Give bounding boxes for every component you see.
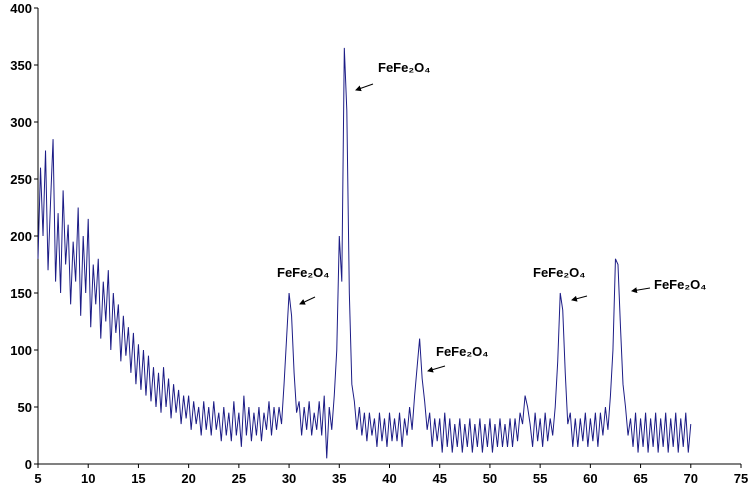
x-tick-label: 20 [181,471,195,486]
y-tick-label: 350 [10,58,32,73]
annotation-arrow [631,287,651,294]
x-tick-label: 75 [734,471,748,486]
annotation: FeFe₂O₄ [277,265,329,280]
annotation: FeFe₂O₄ [378,60,430,75]
y-tick-label: 250 [10,172,32,187]
annotation-arrow [355,83,374,92]
y-tick-label: 100 [10,343,32,358]
x-tick-label: 15 [131,471,145,486]
annotation: FeFe₂O₄ [436,344,488,359]
y-tick-label: 200 [10,229,32,244]
x-tick-label: 40 [382,471,396,486]
x-tick-label: 55 [533,471,547,486]
x-tick-label: 35 [332,471,346,486]
x-tick-label: 10 [81,471,95,486]
annotation-arrow [571,295,588,302]
x-tick-label: 65 [633,471,647,486]
x-tick-label: 5 [34,471,41,486]
x-tick-label: 70 [684,471,698,486]
data-line [37,47,692,459]
x-tick-label: 25 [232,471,246,486]
annotation: FeFe₂O₄ [533,265,585,280]
annotation-arrow [299,296,316,305]
x-tick-label: 30 [282,471,296,486]
y-tick-label: 150 [10,286,32,301]
y-tick-label: 50 [18,400,32,415]
x-tick-label: 60 [583,471,597,486]
x-tick-label: 45 [432,471,446,486]
x-tick-label: 50 [483,471,497,486]
y-tick-label: 400 [10,1,32,16]
annotation: FeFe₂O₄ [654,277,706,292]
annotation-arrow [427,365,446,373]
y-tick-label: 300 [10,115,32,130]
y-tick-label: 0 [25,457,32,472]
